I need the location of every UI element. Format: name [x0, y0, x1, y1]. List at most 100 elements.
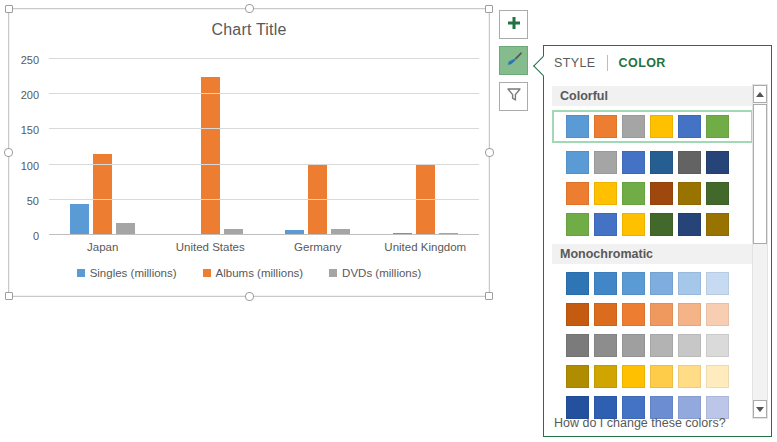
color-swatch — [566, 334, 589, 357]
selection-handle-bottom-right[interactable] — [485, 292, 493, 300]
arrow-up-icon — [756, 92, 764, 97]
color-swatch — [566, 303, 589, 326]
color-swatch — [594, 151, 617, 174]
color-swatch — [706, 334, 729, 357]
color-swatch — [622, 213, 645, 236]
color-swatch — [678, 334, 701, 357]
x-axis-labels: JapanUnited StatesGermanyUnited Kingdom — [49, 241, 479, 253]
plus-icon — [506, 15, 522, 35]
color-swatch — [706, 182, 729, 205]
arrow-down-icon — [756, 407, 764, 412]
palette-row[interactable] — [552, 110, 753, 143]
tab-separator — [607, 55, 608, 71]
color-swatch — [650, 115, 673, 138]
color-swatch — [650, 151, 673, 174]
y-axis: 050100150200250 — [9, 59, 43, 235]
chart-title[interactable]: Chart Title — [9, 21, 489, 39]
chart-styles-button[interactable] — [499, 46, 528, 75]
palette-scrollbar[interactable] — [752, 84, 768, 419]
color-swatch — [650, 365, 673, 388]
scroll-thumb[interactable] — [753, 104, 767, 244]
selection-handle-mid-right[interactable] — [485, 148, 494, 157]
legend-item[interactable]: DVDs (millions) — [329, 267, 421, 279]
color-swatch — [678, 213, 701, 236]
color-swatch — [650, 272, 673, 295]
legend-item[interactable]: Albums (millions) — [203, 267, 304, 279]
color-swatch — [594, 213, 617, 236]
color-swatch — [650, 303, 673, 326]
color-swatch — [706, 115, 729, 138]
scroll-up-button[interactable] — [753, 85, 767, 103]
color-swatch — [622, 272, 645, 295]
category-label: United States — [157, 241, 265, 253]
color-swatch — [594, 115, 617, 138]
legend-label: Albums (millions) — [216, 267, 304, 279]
palette-row[interactable] — [552, 213, 753, 236]
chart-filters-button[interactable] — [499, 82, 528, 111]
gridline-150 — [49, 128, 479, 129]
palette-row[interactable] — [552, 272, 753, 295]
tab-color[interactable]: COLOR — [619, 56, 666, 70]
palette-row[interactable] — [552, 365, 753, 388]
flyout-pointer — [533, 56, 553, 76]
legend-label: DVDs (millions) — [342, 267, 421, 279]
palette-row[interactable] — [552, 334, 753, 357]
chart-bar[interactable] — [201, 77, 220, 235]
color-swatch — [678, 182, 701, 205]
selection-handle-top-center[interactable] — [245, 4, 254, 13]
chart-area[interactable]: Chart Title 050100150200250 JapanUnited … — [8, 8, 490, 297]
selection-handle-mid-left[interactable] — [4, 148, 13, 157]
tab-style[interactable]: STYLE — [554, 56, 596, 70]
scroll-down-button[interactable] — [753, 400, 767, 418]
palette-row[interactable] — [552, 151, 753, 174]
color-swatch — [594, 365, 617, 388]
selection-handle-bottom-center[interactable] — [245, 292, 254, 301]
section-header: Monochromatic — [552, 244, 753, 264]
color-swatch — [566, 182, 589, 205]
add-chart-element-button[interactable] — [499, 10, 528, 39]
color-swatch — [706, 303, 729, 326]
color-swatch — [566, 365, 589, 388]
funnel-icon — [505, 86, 523, 108]
y-tick-label: 0 — [9, 230, 39, 242]
selection-handle-bottom-left[interactable] — [5, 292, 13, 300]
chart-bar[interactable] — [93, 154, 112, 235]
gridline-0 — [49, 234, 479, 235]
color-swatch — [678, 115, 701, 138]
y-tick-label: 200 — [9, 89, 39, 101]
chart-bar[interactable] — [70, 204, 89, 235]
color-swatch — [594, 334, 617, 357]
plot-area — [49, 59, 479, 235]
color-swatch — [622, 334, 645, 357]
bar-group-1 — [157, 59, 265, 235]
selection-handle-top-left[interactable] — [5, 5, 13, 13]
palette-list: ColorfulMonochromatic — [552, 86, 753, 427]
legend-marker — [329, 269, 337, 277]
gridline-100 — [49, 164, 479, 165]
color-swatch — [650, 334, 673, 357]
bar-group-3 — [372, 59, 480, 235]
paintbrush-icon — [505, 50, 523, 72]
y-tick-label: 250 — [9, 54, 39, 66]
color-swatch — [594, 272, 617, 295]
category-label: Japan — [49, 241, 157, 253]
help-link[interactable]: How do I change these colors? — [554, 416, 726, 430]
gridline-200 — [49, 93, 479, 94]
category-label: Germany — [264, 241, 372, 253]
legend-item[interactable]: Singles (millions) — [77, 267, 177, 279]
color-swatch — [622, 365, 645, 388]
color-swatch — [706, 272, 729, 295]
color-swatch — [594, 303, 617, 326]
bar-group-2 — [264, 59, 372, 235]
selection-handle-top-right[interactable] — [485, 5, 493, 13]
chart-bar[interactable] — [308, 165, 327, 235]
palette-row[interactable] — [552, 303, 753, 326]
color-swatch — [594, 182, 617, 205]
color-swatch — [566, 272, 589, 295]
palette-row[interactable] — [552, 182, 753, 205]
color-swatch — [678, 365, 701, 388]
category-label: United Kingdom — [372, 241, 480, 253]
legend-marker — [203, 269, 211, 277]
color-swatch — [622, 303, 645, 326]
color-swatch — [566, 115, 589, 138]
